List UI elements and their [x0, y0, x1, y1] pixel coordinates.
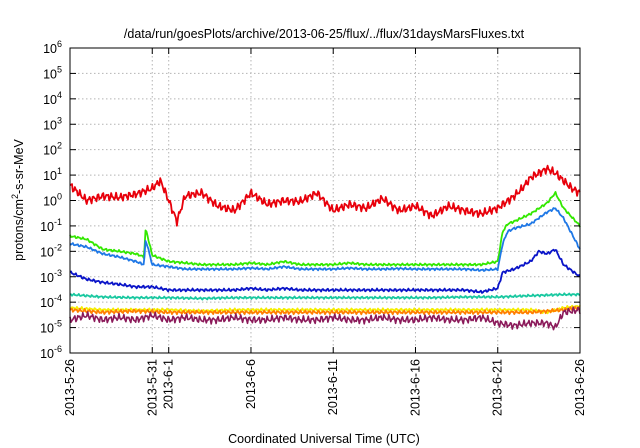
grid — [70, 48, 580, 353]
x-tick-label: 2013-6-1 — [162, 359, 176, 409]
y-tick-label: 100 — [43, 192, 62, 209]
series-lines — [69, 164, 581, 331]
x-tick-label: 2013-6-26 — [573, 359, 587, 416]
x-tick-label: 2013-6-21 — [491, 359, 505, 416]
series-line-8 — [69, 306, 581, 331]
x-tick-label: 2013-6-6 — [244, 359, 258, 409]
y-tick-label: 10-6 — [40, 344, 62, 361]
y-axis-label: protons/cm2-s-sr-MeV — [10, 138, 26, 260]
series-line-6 — [69, 304, 581, 315]
x-tick-label: 2013-5-26 — [63, 359, 77, 416]
y-tick-label: 10-2 — [40, 242, 62, 259]
y-axis-ticks: 10-6 10-5 10-4 10-3 10-2 10-1 100 101 102 103 104 1… — [40, 39, 580, 361]
x-tick-label: 2013-6-16 — [408, 359, 422, 416]
y-tick-label: 103 — [43, 115, 62, 132]
x-tick-label: 2013-6-11 — [326, 359, 340, 415]
y-tick-label: 104 — [43, 90, 62, 107]
series-line-2 — [69, 191, 581, 267]
x-axis-ticks: 2013-5-26 2013-5-31 2013-6-1 2013-6-6 2013-6… — [63, 48, 587, 416]
x-axis-label: Coordinated Universal Time (UTC) — [228, 432, 420, 446]
x-tick-label: 2013-5-31 — [145, 359, 159, 416]
y-tick-label: 102 — [43, 141, 62, 158]
series-line-4 — [69, 248, 581, 294]
y-tick-label: 106 — [43, 39, 62, 56]
series-line-5 — [69, 292, 580, 301]
series-line-1 — [69, 164, 581, 227]
series-line-3 — [69, 207, 581, 272]
y-tick-label: 10-5 — [40, 319, 62, 336]
y-tick-label: 10-3 — [40, 268, 62, 285]
y-tick-label: 105 — [43, 64, 62, 81]
series-line-7 — [69, 306, 581, 316]
y-tick-label: 101 — [43, 166, 62, 183]
y-tick-label: 10-1 — [40, 217, 62, 234]
y-tick-label: 10-4 — [40, 293, 62, 310]
chart-title: /data/run/goesPlots/archive/2013-06-25/f… — [124, 27, 525, 41]
